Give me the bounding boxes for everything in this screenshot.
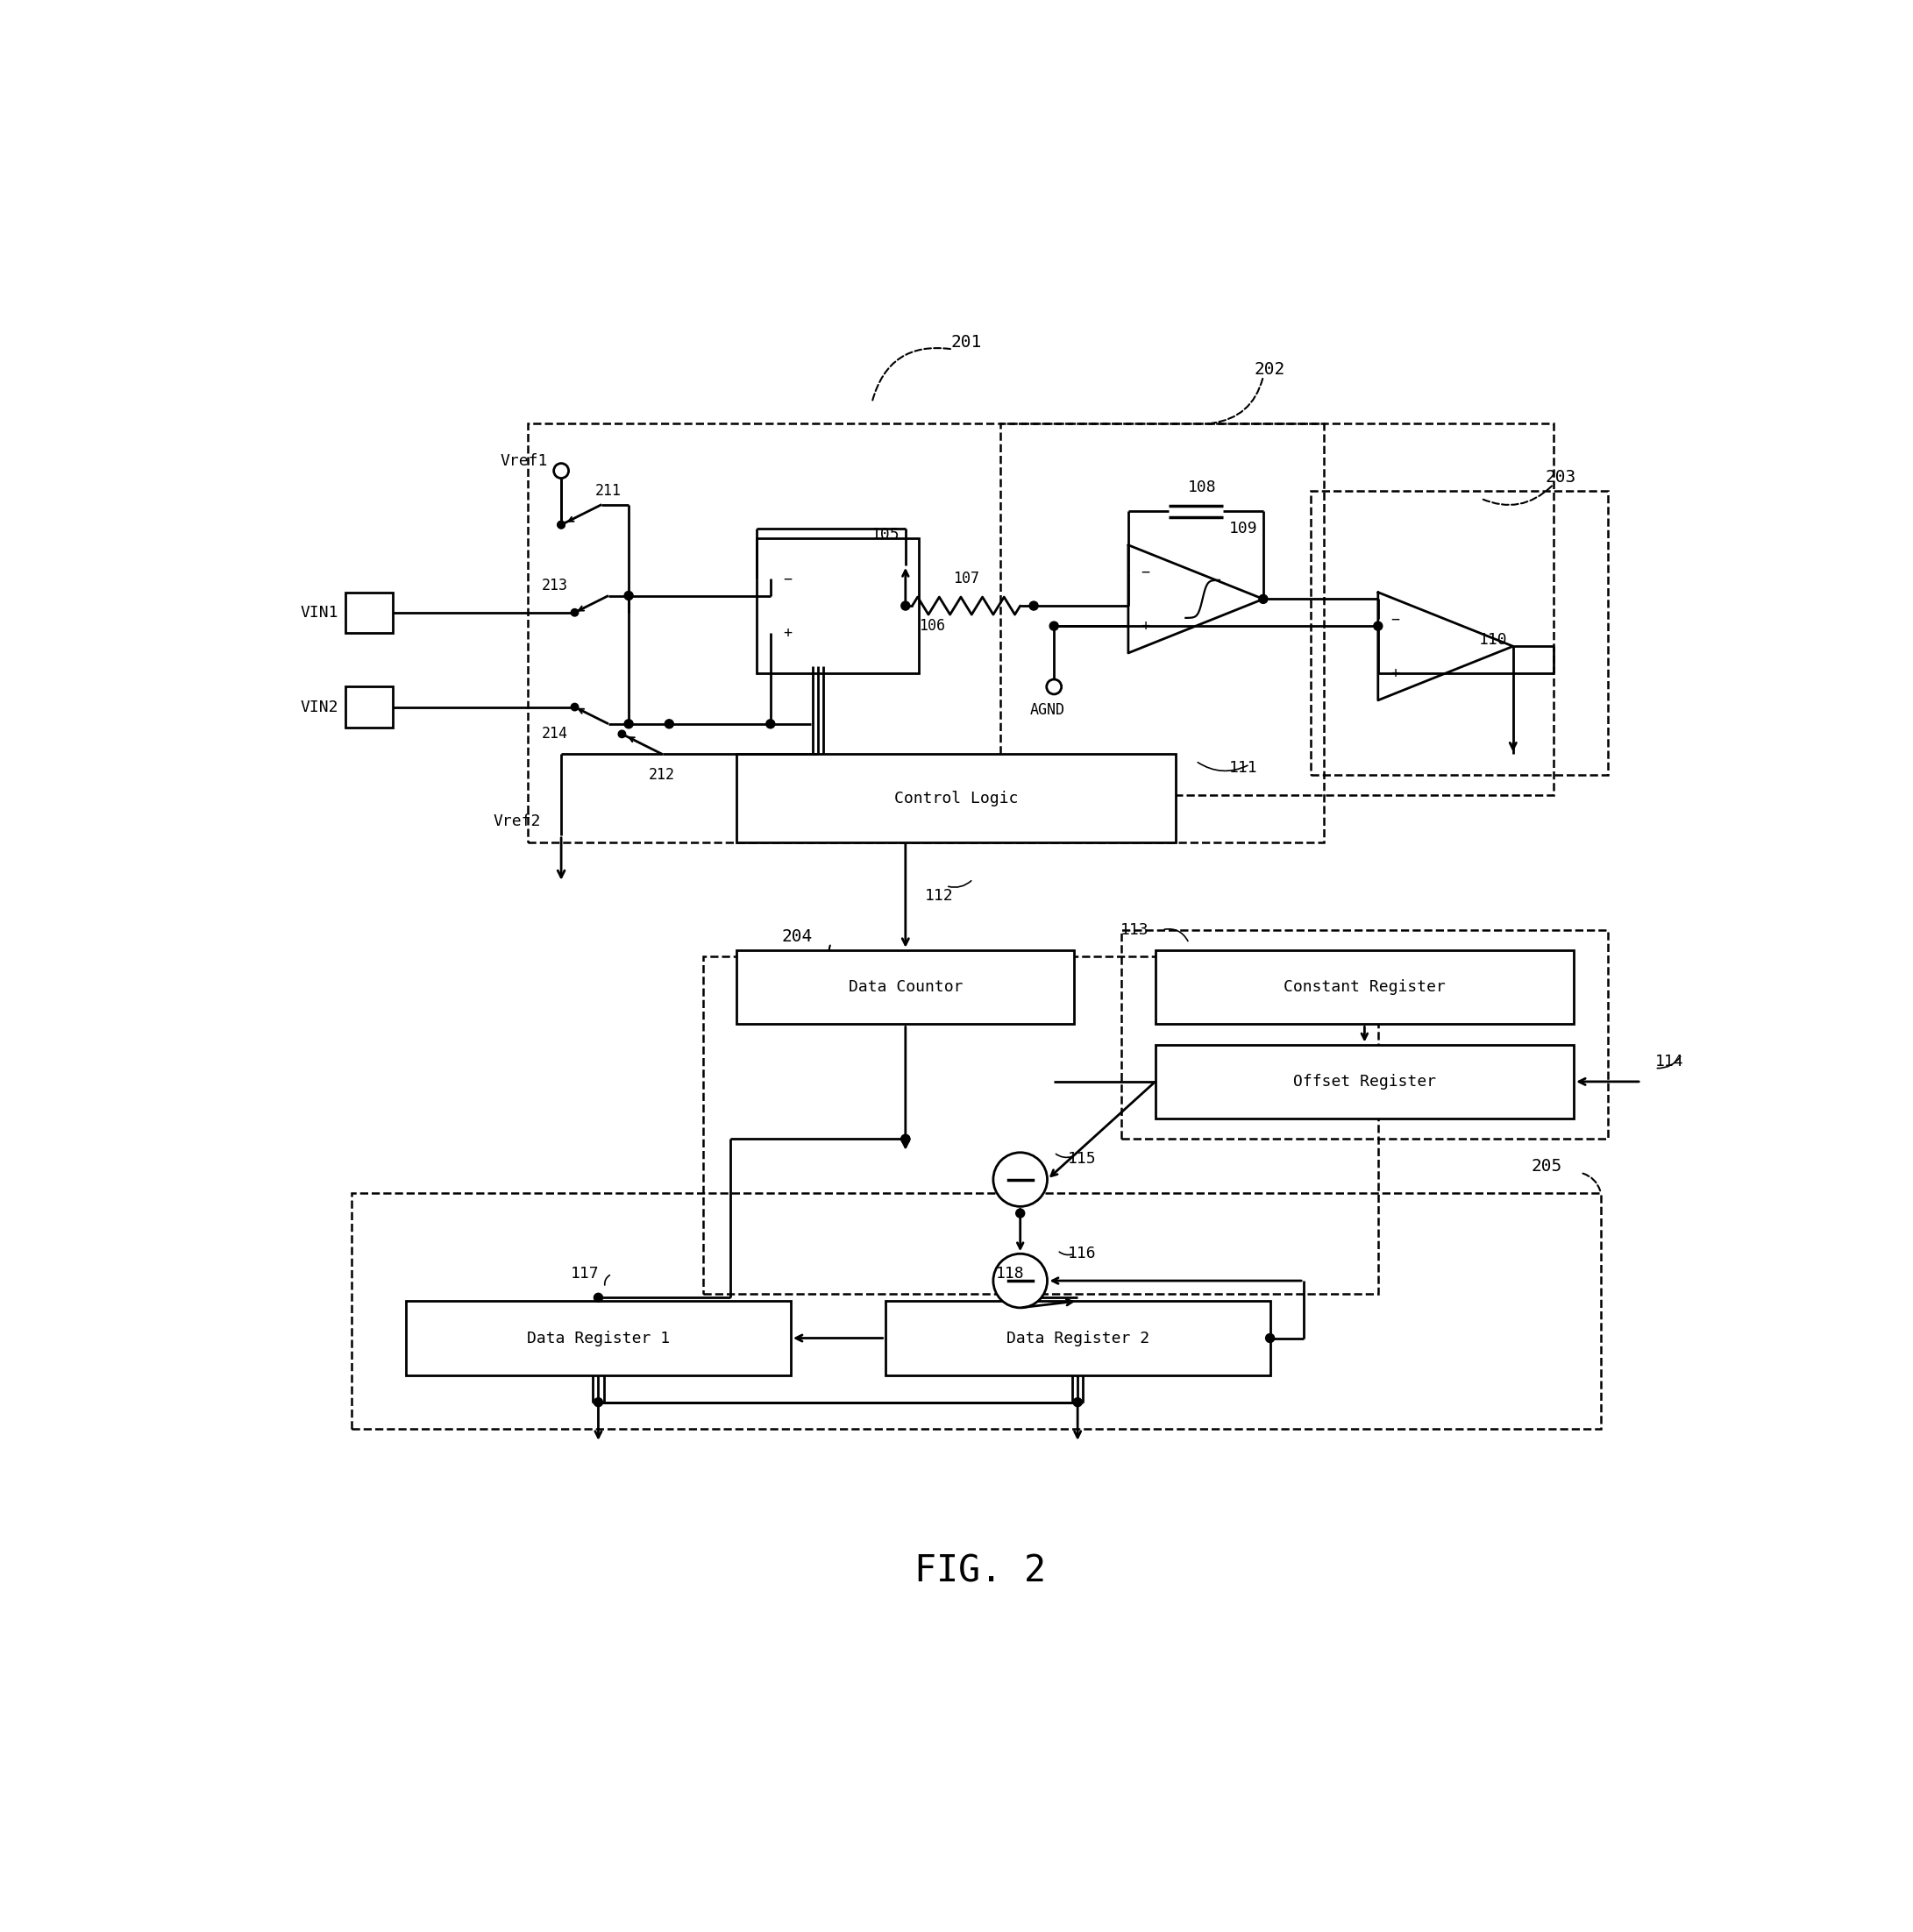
Text: 107: 107 <box>953 570 979 587</box>
Bar <box>737 951 1075 1024</box>
Text: Offset Register: Offset Register <box>1293 1074 1437 1090</box>
Circle shape <box>553 464 568 479</box>
Bar <box>1155 951 1574 1024</box>
Text: AGND: AGND <box>1029 703 1066 719</box>
Circle shape <box>1259 595 1268 603</box>
Text: −: − <box>782 570 792 587</box>
Text: 113: 113 <box>1119 922 1148 937</box>
Text: Data Register 1: Data Register 1 <box>526 1331 670 1347</box>
Text: 114: 114 <box>1655 1053 1683 1068</box>
Text: 211: 211 <box>595 483 622 498</box>
Text: +: + <box>1140 618 1150 634</box>
Text: 213: 213 <box>541 578 568 593</box>
Circle shape <box>593 1293 603 1302</box>
Circle shape <box>570 609 578 616</box>
Text: 118: 118 <box>997 1265 1025 1283</box>
Circle shape <box>993 1153 1046 1206</box>
Bar <box>344 686 392 726</box>
Text: +: + <box>1391 665 1398 682</box>
Text: +: + <box>782 624 792 641</box>
Text: 109: 109 <box>1228 520 1257 535</box>
Text: −: − <box>1391 611 1398 628</box>
Bar <box>758 539 918 672</box>
Text: FIG. 2: FIG. 2 <box>914 1553 1046 1590</box>
Bar <box>1121 929 1607 1140</box>
Circle shape <box>624 719 633 728</box>
Circle shape <box>1266 1333 1274 1343</box>
Circle shape <box>570 703 578 711</box>
Text: Data Countor: Data Countor <box>847 980 962 995</box>
Bar <box>1310 491 1607 775</box>
Circle shape <box>624 591 633 601</box>
Text: 212: 212 <box>649 767 675 782</box>
Circle shape <box>1046 680 1062 694</box>
Circle shape <box>557 522 564 529</box>
Text: 115: 115 <box>1067 1151 1096 1167</box>
Circle shape <box>557 522 564 529</box>
Text: 116: 116 <box>1067 1246 1096 1262</box>
Text: 111: 111 <box>1228 759 1257 775</box>
Text: 105: 105 <box>870 527 899 543</box>
Text: VIN1: VIN1 <box>300 605 339 620</box>
Circle shape <box>1073 1399 1083 1406</box>
Text: 203: 203 <box>1546 469 1576 485</box>
Circle shape <box>593 1399 603 1406</box>
Bar <box>1000 423 1553 794</box>
Text: 110: 110 <box>1479 632 1507 647</box>
Bar <box>1155 1045 1574 1119</box>
Circle shape <box>901 1134 911 1144</box>
Circle shape <box>765 719 775 728</box>
Bar <box>702 956 1377 1294</box>
Text: 204: 204 <box>782 927 813 945</box>
Text: 112: 112 <box>924 889 953 904</box>
Bar <box>737 753 1175 842</box>
Circle shape <box>993 1254 1046 1308</box>
Circle shape <box>901 601 911 611</box>
Text: 205: 205 <box>1530 1157 1563 1175</box>
Text: Vref2: Vref2 <box>494 813 541 829</box>
Text: 117: 117 <box>570 1265 599 1283</box>
Text: Control Logic: Control Logic <box>893 790 1018 806</box>
Bar <box>528 423 1324 842</box>
Circle shape <box>618 730 626 738</box>
Text: Constant Register: Constant Register <box>1284 980 1446 995</box>
Bar <box>344 593 392 634</box>
Text: 201: 201 <box>951 334 981 352</box>
Text: VIN2: VIN2 <box>300 699 339 715</box>
Bar <box>886 1300 1270 1376</box>
Text: 202: 202 <box>1255 361 1286 379</box>
Bar <box>352 1192 1601 1430</box>
Circle shape <box>1050 622 1058 630</box>
Circle shape <box>666 719 673 728</box>
Circle shape <box>1374 622 1383 630</box>
Circle shape <box>1016 1209 1025 1217</box>
Circle shape <box>1029 601 1039 611</box>
Text: −: − <box>1140 564 1150 580</box>
Text: 106: 106 <box>918 618 945 634</box>
Bar <box>406 1300 790 1376</box>
Text: 214: 214 <box>541 726 568 742</box>
Circle shape <box>901 1134 911 1144</box>
Text: Vref1: Vref1 <box>499 452 547 469</box>
Text: Data Register 2: Data Register 2 <box>1006 1331 1150 1347</box>
Text: 108: 108 <box>1188 479 1217 495</box>
